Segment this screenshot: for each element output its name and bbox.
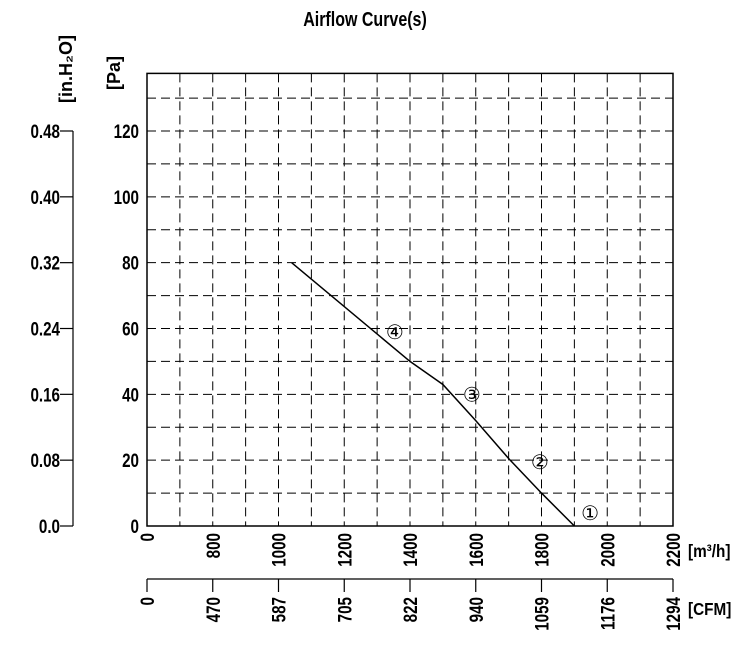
- y-tick-label-inh2o: 0.48: [30, 120, 60, 142]
- y-tick-label-inh2o: 0.40: [30, 186, 60, 208]
- y-tick-label-inh2o: 0.16: [30, 384, 60, 406]
- y-tick-label-inh2o: 0.32: [30, 252, 60, 274]
- y-tick-label-inh2o: 0.24: [30, 318, 60, 340]
- y-axis-label-inh2o: [in.H₂O]: [56, 35, 76, 103]
- x-tick-label-cfm: 940: [465, 597, 487, 622]
- y-tick-label-inh2o: 0.0: [39, 515, 60, 537]
- x-tick-label-m3h: 1000: [268, 533, 290, 567]
- y-tick-label-pa: 40: [122, 384, 139, 406]
- x-tick-label-m3h: 800: [202, 533, 224, 558]
- y-tick-label-pa: 80: [122, 252, 139, 274]
- y-tick-label-pa: 120: [114, 120, 139, 142]
- x-tick-label-m3h: 2000: [597, 533, 619, 567]
- x-tick-label-cfm: 1176: [597, 597, 619, 630]
- curve-point-label: ④: [386, 320, 404, 344]
- airflow-curve: [291, 262, 575, 527]
- x-tick-label-cfm: 1059: [531, 597, 553, 631]
- curve-point-label: ②: [531, 450, 549, 474]
- y-axis-label-pa: [Pa]: [104, 56, 124, 90]
- x-tick-label-m3h: 0: [136, 533, 158, 541]
- x-tick-label-cfm: 587: [268, 597, 290, 622]
- x-tick-label-m3h: 1400: [399, 533, 421, 567]
- x-tick-label-m3h: 1600: [465, 533, 487, 567]
- chart-title: Airflow Curve(s): [303, 8, 427, 30]
- x-tick-label-cfm: 705: [334, 597, 356, 623]
- x-tick-label-cfm: 822: [399, 597, 421, 622]
- y-tick-label-pa: 0: [131, 515, 139, 537]
- x-axis-label-m3h: [m³/h]: [688, 541, 730, 561]
- curve-point-label: ③: [463, 382, 481, 406]
- y-tick-label-pa: 60: [122, 318, 139, 340]
- curve-point-label: ①: [581, 501, 599, 525]
- y-tick-label-inh2o: 0.08: [30, 449, 60, 471]
- x-tick-label-m3h: 1800: [531, 533, 553, 567]
- x-tick-label-cfm: 0: [136, 597, 158, 605]
- x-tick-label-cfm: 470: [202, 597, 224, 622]
- x-tick-label-cfm: 1294: [662, 597, 684, 631]
- x-tick-label-m3h: 2200: [662, 533, 684, 567]
- y-tick-label-pa: 20: [122, 449, 139, 471]
- y-tick-label-pa: 100: [114, 186, 139, 208]
- x-axis-label-cfm: [CFM]: [688, 599, 731, 619]
- x-tick-label-m3h: 1200: [334, 533, 356, 567]
- plot-frame: [146, 72, 674, 527]
